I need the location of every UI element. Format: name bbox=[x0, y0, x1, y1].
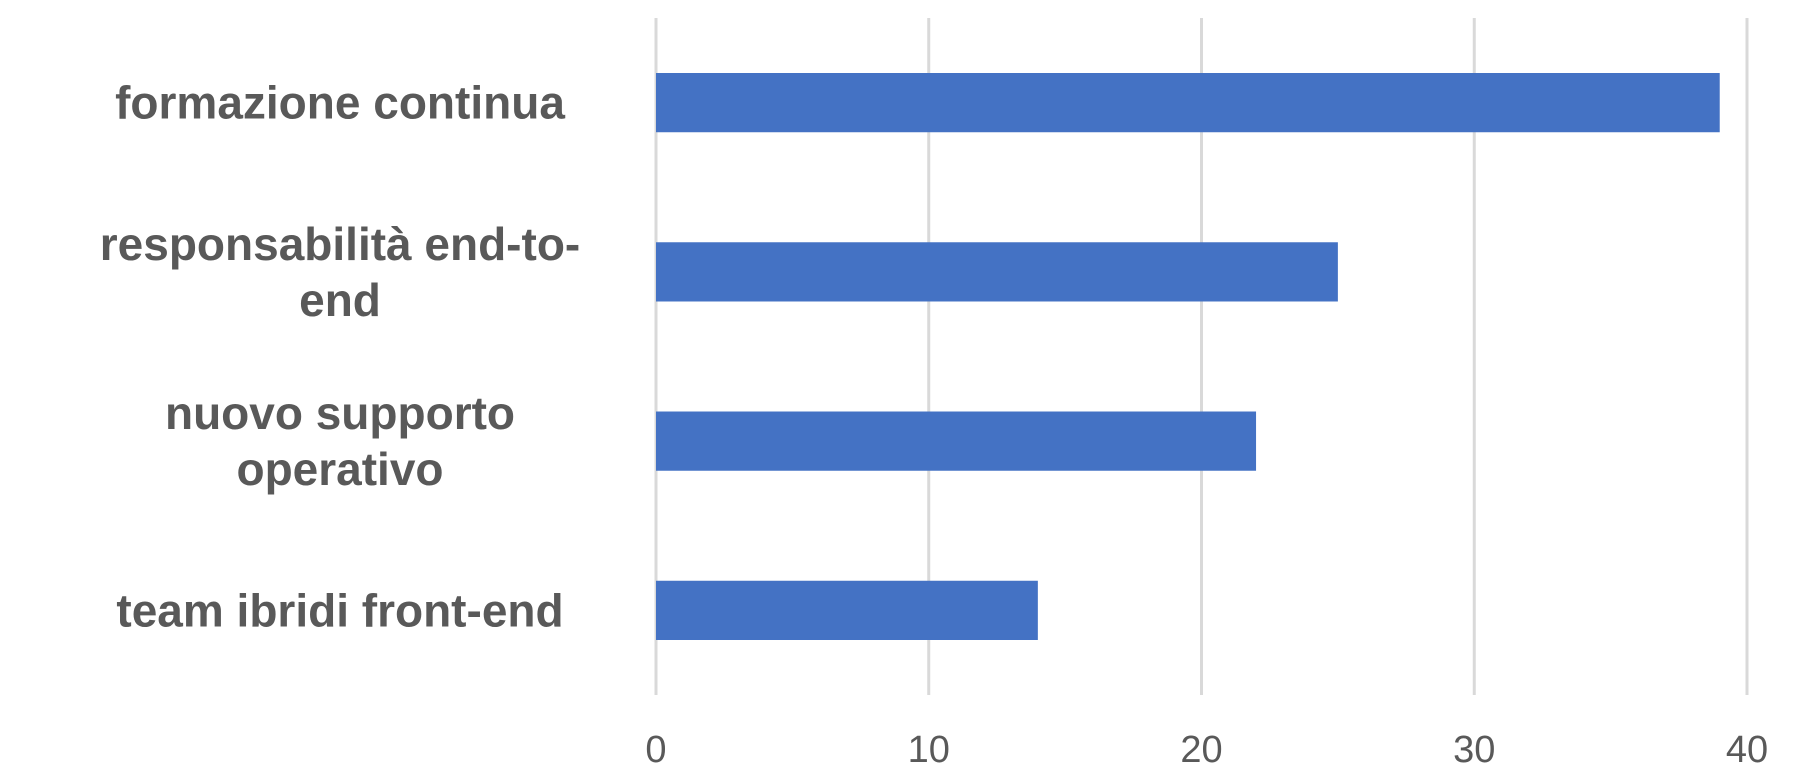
category-label-line: formazione continua bbox=[115, 77, 565, 129]
category-label: nuovo supporto operativo bbox=[165, 387, 515, 495]
category-label-line: end bbox=[299, 274, 381, 326]
x-tick-label: 0 bbox=[645, 729, 666, 771]
category-label-line: operativo bbox=[236, 443, 443, 495]
category-label-line: responsabilità end-to- bbox=[100, 218, 580, 270]
category-label: team ibridi front-end bbox=[116, 584, 563, 636]
x-tick-label: 10 bbox=[908, 729, 950, 771]
category-label: responsabilità end-to-end bbox=[100, 218, 580, 326]
category-label: formazione continua bbox=[115, 77, 565, 129]
x-tick-label: 40 bbox=[1726, 729, 1768, 771]
category-labels: formazione continua responsabilità end-to… bbox=[100, 77, 580, 637]
bar bbox=[656, 73, 1720, 133]
x-tick-label: 20 bbox=[1180, 729, 1222, 771]
category-label-line: team ibridi front-end bbox=[116, 584, 563, 636]
bars bbox=[656, 73, 1720, 640]
x-tick-label: 30 bbox=[1453, 729, 1495, 771]
bar bbox=[656, 580, 1038, 640]
bar bbox=[656, 242, 1338, 302]
category-label-line: nuovo supporto bbox=[165, 387, 515, 439]
bar bbox=[656, 411, 1257, 471]
x-axis-tick-labels: 0 10 20 30 40 bbox=[645, 729, 1768, 771]
